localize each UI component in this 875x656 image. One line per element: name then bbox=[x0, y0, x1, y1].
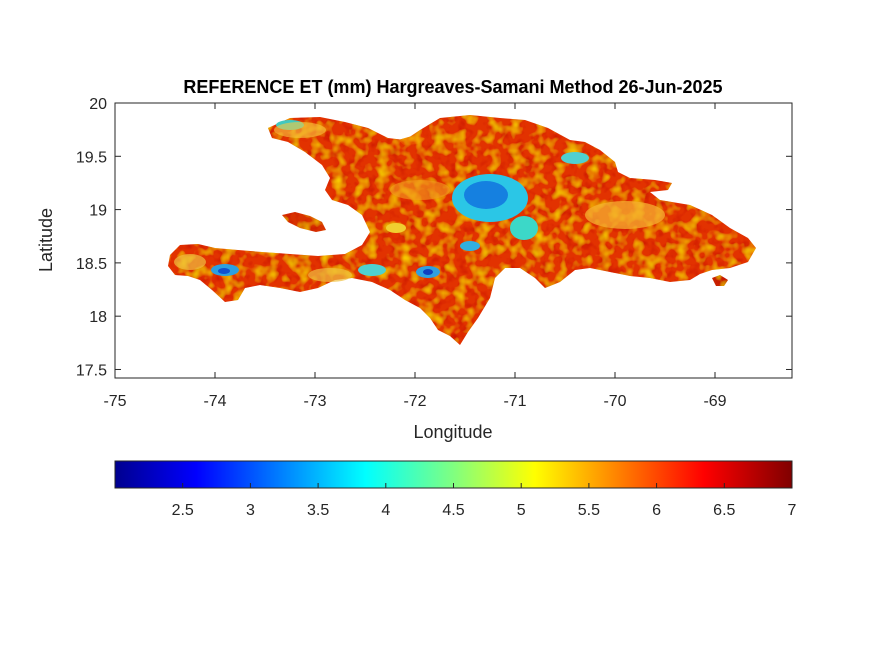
x-tick-label: -74 bbox=[203, 393, 226, 410]
saona-island bbox=[712, 275, 728, 286]
colorbar-tick-label: 4 bbox=[381, 502, 390, 519]
tortuga-island bbox=[398, 136, 425, 145]
x-tick-label: -69 bbox=[703, 393, 726, 410]
y-tick-label: 18.5 bbox=[76, 256, 107, 273]
x-tick-label: -70 bbox=[603, 393, 626, 410]
colorbar-ticks: 2.5 3 3.5 4 4.5 5 5.5 6 6.5 7 bbox=[172, 483, 797, 519]
colorbar-tick-label: 2.5 bbox=[172, 502, 194, 519]
et-map bbox=[168, 115, 756, 345]
colorbar-tick-label: 4.5 bbox=[442, 502, 464, 519]
low-et-patches bbox=[174, 120, 665, 282]
colorbar-tick-label: 6 bbox=[652, 502, 661, 519]
colorbar-tick-label: 3 bbox=[246, 502, 255, 519]
x-tick-label: -71 bbox=[503, 393, 526, 410]
hispaniola-mainland bbox=[168, 115, 756, 345]
x-tick-label: -73 bbox=[303, 393, 326, 410]
y-tick-label: 19.5 bbox=[76, 149, 107, 166]
y-tick-label: 19 bbox=[89, 203, 107, 220]
colorbar: 2.5 3 3.5 4 4.5 5 5.5 6 6.5 7 bbox=[114, 460, 797, 519]
colorbar-tick-label: 5 bbox=[517, 502, 526, 519]
x-axis: -75 -74 -73 -72 -71 -70 -69 bbox=[103, 103, 727, 410]
y-axis: 20 19.5 19 18.5 18 17.5 bbox=[76, 96, 792, 379]
colorbar-tick-label: 7 bbox=[788, 502, 797, 519]
y-tick-label: 18 bbox=[89, 309, 107, 326]
x-tick-label: -72 bbox=[403, 393, 426, 410]
x-axis-label: Longitude bbox=[413, 422, 492, 442]
colorbar-tick-label: 5.5 bbox=[578, 502, 600, 519]
y-axis-label: Latitude bbox=[36, 208, 56, 272]
colorbar-tick-label: 3.5 bbox=[307, 502, 329, 519]
y-tick-label: 20 bbox=[89, 96, 107, 113]
x-tick-label: -75 bbox=[103, 393, 126, 410]
map-title: REFERENCE ET (mm) Hargreaves-Samani Meth… bbox=[183, 77, 722, 97]
y-tick-label: 17.5 bbox=[76, 362, 107, 379]
gonave-island bbox=[282, 212, 326, 232]
colorbar-tick-label: 6.5 bbox=[713, 502, 735, 519]
